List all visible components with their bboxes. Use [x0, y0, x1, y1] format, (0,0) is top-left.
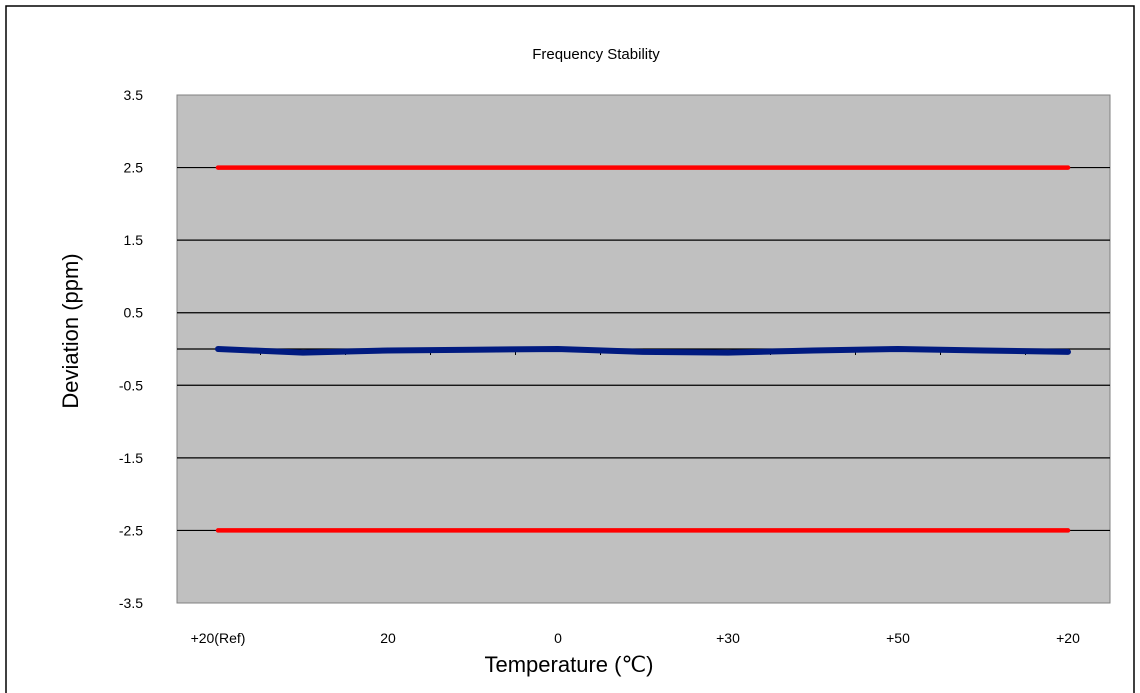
y-tick-labels: 3.5 2.5 1.5 0.5 -0.5 -1.5 -2.5 -3.5: [119, 87, 143, 611]
x-tick-label: 20: [380, 630, 396, 646]
y-tick-label: -2.5: [119, 522, 143, 538]
chart-title: Frequency Stability: [532, 46, 660, 63]
x-tick-labels: +20(Ref) 20 0 +30 +50 +20: [191, 630, 1081, 646]
x-tick-label: +30: [716, 630, 740, 646]
y-tick-label: 1.5: [124, 232, 144, 248]
series-line-measured: [215, 346, 1071, 356]
x-tick-label: +20: [1056, 630, 1080, 646]
x-tick-label: +50: [886, 630, 910, 646]
y-tick-label: -3.5: [119, 595, 143, 611]
y-tick-label: 3.5: [124, 87, 144, 103]
y-tick-label: -1.5: [119, 450, 143, 466]
series-layer: [215, 165, 1071, 533]
y-tick-label: 0.5: [124, 305, 144, 321]
x-axis-label: Temperature (℃): [485, 652, 654, 677]
x-tick-label: 0: [554, 630, 562, 646]
y-tick-label: -0.5: [119, 377, 143, 393]
y-tick-label: 2.5: [124, 160, 144, 176]
y-axis-label: Deviation (ppm): [58, 253, 83, 408]
x-tick-label: +20(Ref): [191, 630, 246, 646]
